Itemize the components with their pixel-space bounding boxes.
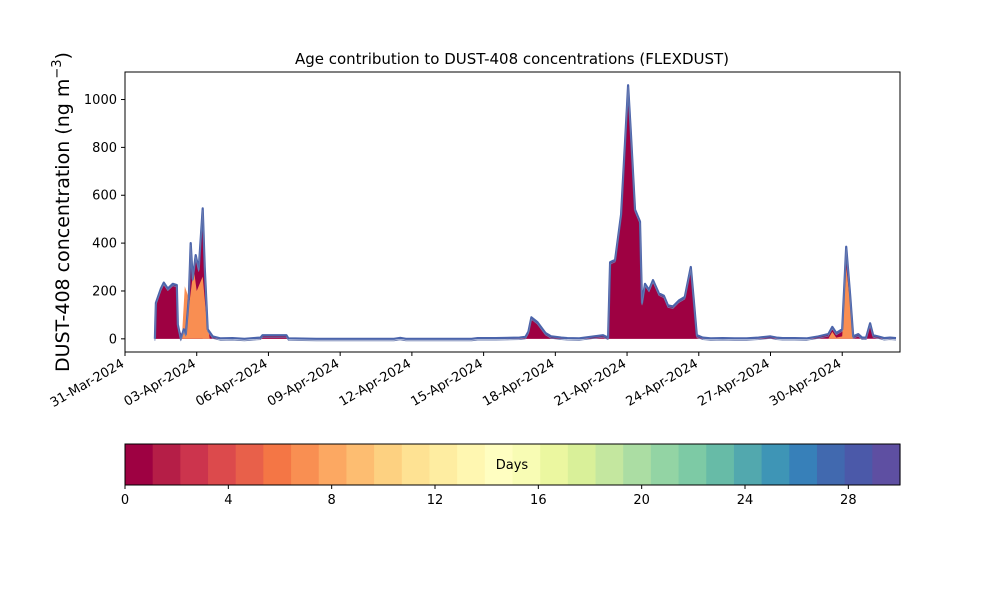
- series-total-area: [154, 85, 896, 339]
- colorbar-tick-label: 12: [427, 493, 444, 508]
- colorbar-tick-label: 24: [737, 493, 754, 508]
- series-total-inner-line: [154, 86, 897, 342]
- x-tick-label: 09-Apr-2024: [265, 356, 342, 409]
- colorbar-swatch: [484, 444, 514, 485]
- x-tick-label: 15-Apr-2024: [408, 356, 485, 409]
- colorbar: [125, 444, 901, 485]
- y-tick-label: 400: [92, 237, 117, 252]
- colorbar-swatch: [346, 444, 375, 485]
- colorbar-swatch: [263, 444, 292, 485]
- x-tick-label: 12-Apr-2024: [337, 356, 414, 409]
- series-0-1-days-area: [154, 97, 697, 339]
- colorbar-swatch: [374, 444, 403, 485]
- colorbar-swatch: [706, 444, 735, 485]
- y-axis: 0 200 400 600 800 1000: [84, 93, 125, 347]
- y-tick-label: 1000: [84, 93, 117, 108]
- colorbar-tick-label: 20: [633, 493, 650, 508]
- colorbar-swatch: [816, 444, 846, 485]
- colorbar-swatch: [540, 444, 569, 485]
- colorbar-swatch: [152, 444, 181, 485]
- x-tick-label: 06-Apr-2024: [193, 356, 270, 409]
- colorbar-axis: 0 4 8 12 16 20 24 28: [121, 485, 857, 508]
- chart-title: Age contribution to DUST-408 concentrati…: [295, 50, 729, 68]
- colorbar-swatch: [512, 444, 541, 485]
- y-axis-label-unit-exponent: −3: [50, 59, 65, 78]
- colorbar-swatch: [733, 444, 763, 485]
- x-tick-label: 24-Apr-2024: [624, 356, 701, 409]
- x-tick-label: 27-Apr-2024: [695, 356, 772, 409]
- series-7-8-days-area: [181, 267, 854, 339]
- colorbar-swatch: [595, 444, 624, 485]
- y-axis-label: DUST-408 concentration (ng m−3): [50, 52, 74, 372]
- x-axis: 31-Mar-202403-Apr-202406-Apr-202409-Apr-…: [48, 352, 844, 411]
- colorbar-swatch: [844, 444, 873, 485]
- colorbar-swatch: [208, 444, 237, 485]
- colorbar-swatch: [623, 444, 652, 485]
- colorbar-swatch: [180, 444, 209, 485]
- x-tick-label: 03-Apr-2024: [122, 356, 199, 409]
- colorbar-swatch: [429, 444, 458, 485]
- y-tick-label: 600: [92, 189, 117, 204]
- colorbar-label: Days: [496, 458, 529, 473]
- colorbar-swatch: [125, 444, 154, 485]
- colorbar-swatch: [789, 444, 818, 485]
- plot-frame: [124, 71, 901, 353]
- series-total-line: [153, 84, 897, 340]
- plot-area: [153, 84, 897, 342]
- colorbar-frame: [124, 443, 901, 486]
- colorbar-tick-label: 16: [530, 493, 547, 508]
- x-tick-label: 18-Apr-2024: [480, 356, 557, 409]
- colorbar-tick-label: 8: [328, 493, 336, 508]
- colorbar-swatch: [291, 444, 320, 485]
- colorbar-swatch: [650, 444, 680, 485]
- colorbar-swatch: [235, 444, 264, 485]
- x-tick-label: 21-Apr-2024: [552, 356, 629, 409]
- y-tick-label: 800: [92, 141, 117, 156]
- y-axis-label-close: ): [52, 52, 74, 59]
- colorbar-tick-label: 0: [121, 493, 129, 508]
- colorbar-tick-label: 4: [224, 493, 232, 508]
- y-tick-label: 0: [109, 332, 117, 347]
- x-tick-label: 30-Apr-2024: [767, 356, 844, 409]
- colorbar-swatch: [761, 444, 790, 485]
- colorbar-swatch: [401, 444, 431, 485]
- colorbar-swatch: [678, 444, 707, 485]
- colorbar-tick-label: 28: [840, 493, 857, 508]
- colorbar-swatch: [567, 444, 597, 485]
- y-tick-label: 200: [92, 284, 117, 299]
- colorbar-swatch: [457, 444, 486, 485]
- colorbar-swatch: [318, 444, 348, 485]
- y-axis-label-text: DUST-408 concentration (ng m: [52, 79, 74, 372]
- colorbar-swatch: [872, 444, 901, 485]
